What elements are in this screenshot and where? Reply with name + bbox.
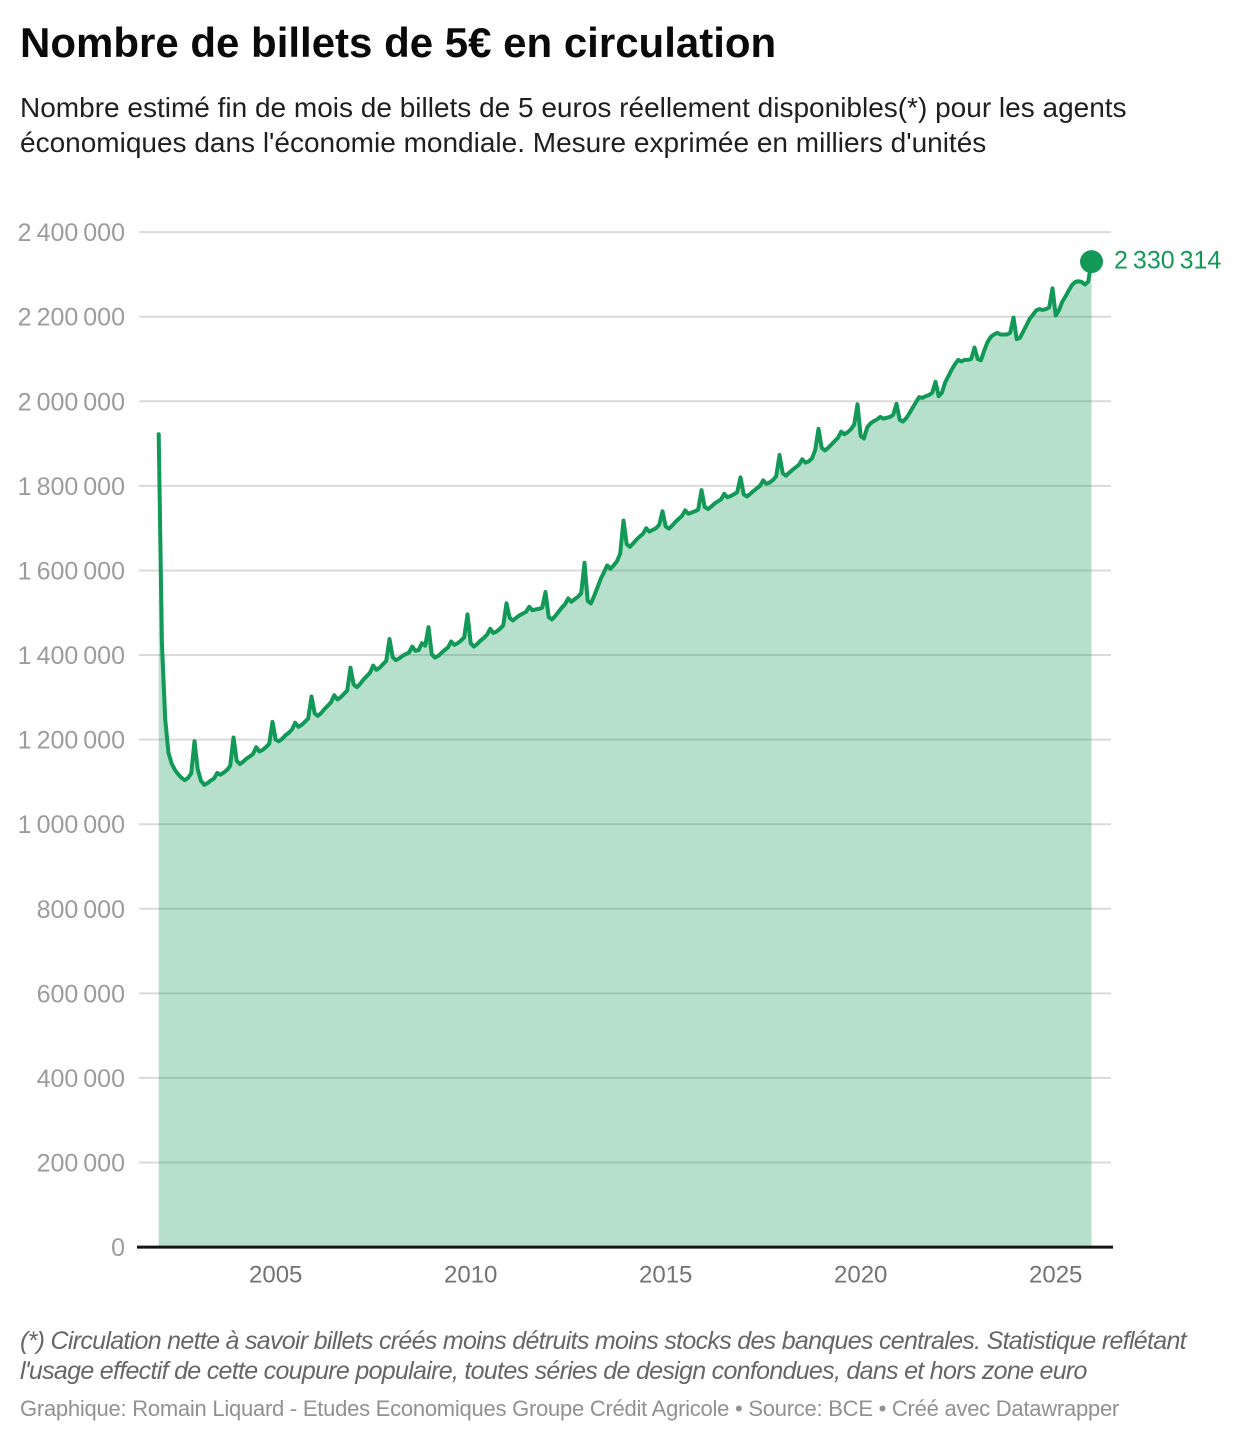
- svg-text:2 000 000: 2 000 000: [18, 388, 125, 416]
- svg-text:0: 0: [111, 1234, 125, 1262]
- svg-text:2020: 2020: [834, 1262, 887, 1289]
- svg-text:1 400 000: 1 400 000: [18, 642, 125, 670]
- svg-text:1 600 000: 1 600 000: [18, 558, 125, 586]
- svg-text:2015: 2015: [639, 1262, 692, 1289]
- svg-text:1 200 000: 1 200 000: [18, 727, 125, 755]
- svg-text:2 330 314: 2 330 314: [1114, 247, 1221, 275]
- svg-text:2010: 2010: [444, 1262, 497, 1289]
- svg-text:1 800 000: 1 800 000: [18, 473, 125, 501]
- svg-text:600 000: 600 000: [37, 980, 125, 1008]
- svg-text:2005: 2005: [249, 1262, 302, 1289]
- svg-text:800 000: 800 000: [37, 896, 125, 924]
- svg-text:2 400 000: 2 400 000: [18, 219, 125, 247]
- svg-text:1 000 000: 1 000 000: [18, 811, 125, 839]
- svg-text:200 000: 200 000: [37, 1150, 125, 1178]
- svg-text:400 000: 400 000: [37, 1065, 125, 1093]
- svg-text:2025: 2025: [1029, 1262, 1082, 1289]
- svg-text:2 200 000: 2 200 000: [18, 304, 125, 332]
